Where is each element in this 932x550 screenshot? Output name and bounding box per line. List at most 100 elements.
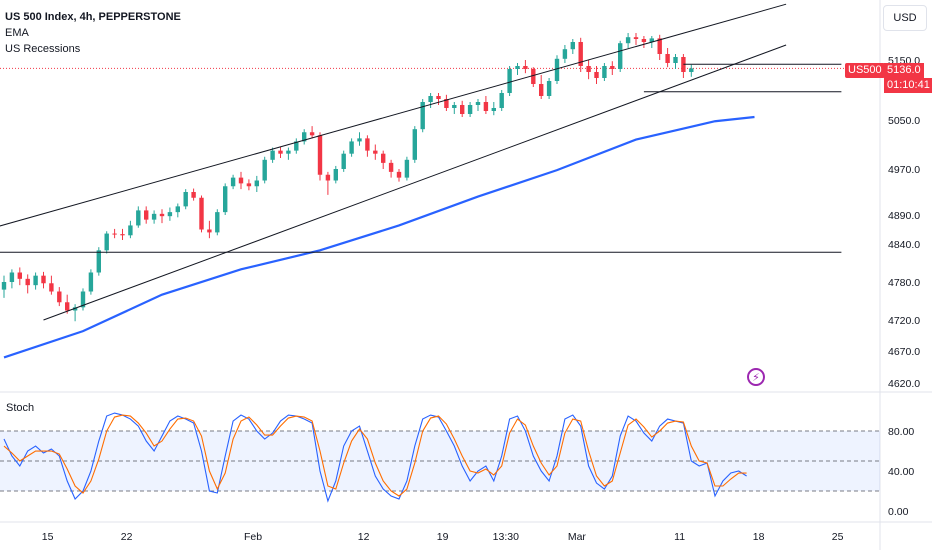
candle-body xyxy=(65,302,70,311)
channel-upper xyxy=(0,3,787,227)
symbol-badge: US500 xyxy=(845,63,885,78)
stoch-tick-label: 80.00 xyxy=(888,426,914,438)
candle-body xyxy=(523,66,528,69)
candle-body xyxy=(602,66,607,78)
candle-body xyxy=(562,49,568,59)
candle-body xyxy=(317,135,323,175)
candle-body xyxy=(325,174,331,181)
candle-body xyxy=(412,129,417,160)
candle-body xyxy=(396,171,402,178)
time-tick-label: 11 xyxy=(674,531,685,543)
stoch-series-0 xyxy=(3,412,747,503)
candle-body xyxy=(96,250,101,273)
candle-body xyxy=(570,42,575,50)
candle-body xyxy=(578,42,583,66)
stoch-pane-label: Stoch xyxy=(6,402,35,414)
candle-body xyxy=(17,272,22,279)
candle-body xyxy=(136,210,141,226)
candle-body xyxy=(144,210,149,220)
candle-body xyxy=(230,177,236,187)
price-tick-label: 4620.0 xyxy=(888,378,920,390)
candle-body xyxy=(586,66,591,72)
stoch-series-1 xyxy=(3,414,747,497)
candle-body xyxy=(215,212,220,233)
currency-button[interactable]: USD xyxy=(883,5,927,31)
candle-body xyxy=(452,105,457,108)
legend-item-ema[interactable]: EMA xyxy=(5,27,29,39)
candle-body xyxy=(689,68,694,72)
candle-body xyxy=(199,197,204,230)
candle-body xyxy=(238,177,244,184)
candle-body xyxy=(112,233,117,235)
candle-body xyxy=(1,282,7,290)
candle-body xyxy=(373,150,378,154)
candle-body xyxy=(341,153,346,169)
candle-body xyxy=(483,102,489,111)
time-tick-label: 15 xyxy=(42,531,54,543)
candle-body xyxy=(420,102,425,130)
candle-body xyxy=(25,278,30,286)
time-tick-label: 19 xyxy=(437,531,449,543)
candle-body xyxy=(183,192,188,207)
candle-body xyxy=(499,93,504,108)
ema-line xyxy=(3,115,755,359)
alert-bolt-icon[interactable]: ⚡ xyxy=(747,368,765,386)
candle-body xyxy=(262,159,267,181)
price-tick-label: 4840.0 xyxy=(888,239,920,251)
channel-lower xyxy=(43,44,787,321)
candle-body xyxy=(428,96,433,102)
candle-body xyxy=(333,169,338,181)
countdown-badge: 01:10:41 xyxy=(884,78,932,93)
price-tick-label: 4780.0 xyxy=(888,277,920,289)
candle-body xyxy=(625,37,631,44)
candle-body xyxy=(120,234,125,236)
legend-item-us-recessions[interactable]: US Recessions xyxy=(5,43,81,55)
candle-body xyxy=(207,229,212,233)
chart-legend: US 500 Index, 4h, PEPPERSTONE EMA US Rec… xyxy=(5,9,181,57)
candle-body xyxy=(436,96,441,99)
time-tick-label: 25 xyxy=(832,531,844,543)
candle-body xyxy=(365,138,370,151)
candle-body xyxy=(633,37,639,39)
chart-title: US 500 Index, 4h, PEPPERSTONE xyxy=(5,11,181,23)
candle-body xyxy=(460,105,465,114)
price-tick-label: 5050.0 xyxy=(888,115,920,127)
candle-body xyxy=(309,132,315,136)
time-tick-label: Feb xyxy=(244,531,262,543)
candle-body xyxy=(444,99,449,108)
candle-body xyxy=(546,81,552,96)
time-tick-label: 12 xyxy=(358,531,370,543)
candle-body xyxy=(104,233,109,251)
candle-body xyxy=(278,150,283,154)
candle-body xyxy=(9,272,15,282)
candle-body xyxy=(246,183,252,187)
candle-body xyxy=(223,186,228,213)
candle-body xyxy=(175,206,180,213)
time-tick-label: 18 xyxy=(753,531,765,543)
price-tick-label: 4890.0 xyxy=(888,210,920,222)
time-tick-label: Mar xyxy=(568,531,587,543)
candle-body xyxy=(475,102,481,105)
stoch-band-fill xyxy=(0,431,880,492)
candle-body xyxy=(88,272,94,292)
candle-body xyxy=(673,57,678,63)
candle-body xyxy=(72,307,78,311)
candle-body xyxy=(33,275,38,286)
candle-body xyxy=(594,72,599,78)
candle-body xyxy=(191,192,196,198)
price-tick-label: 4970.0 xyxy=(888,164,920,176)
candle-body xyxy=(302,132,307,142)
candle-body xyxy=(349,141,354,154)
candle-body xyxy=(128,225,133,236)
candle-body xyxy=(159,213,165,217)
candle-body xyxy=(467,105,473,114)
candle-body xyxy=(554,58,560,81)
candle-body xyxy=(254,180,259,187)
candle-body xyxy=(665,54,670,63)
candle-body xyxy=(57,291,62,303)
candle-body xyxy=(41,275,46,284)
candle-body xyxy=(649,38,654,42)
stoch-tick-label: 40.00 xyxy=(888,466,914,478)
candle-body xyxy=(357,138,362,142)
